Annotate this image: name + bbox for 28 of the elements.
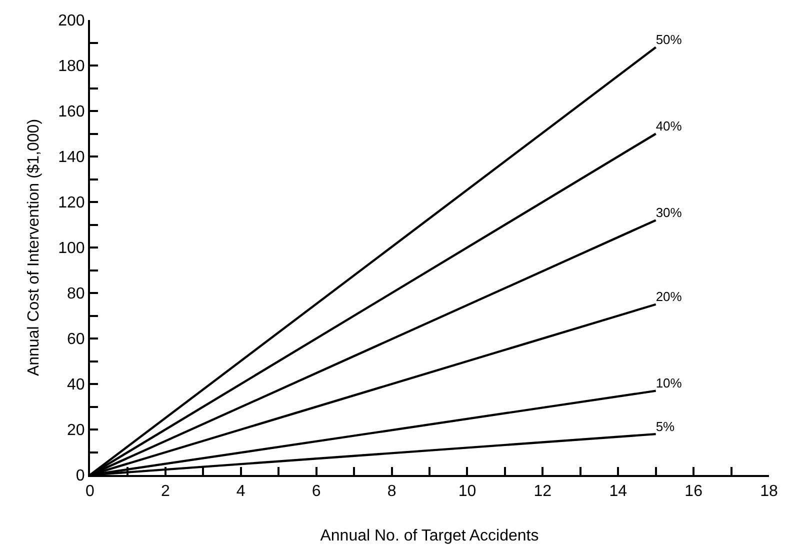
y-tick-label: 180 xyxy=(58,58,85,76)
x-axis-title: Annual No. of Target Accidents xyxy=(320,527,539,544)
y-tick-label: 120 xyxy=(58,194,85,212)
x-tick-label: 6 xyxy=(312,483,321,500)
y-tick-label: 100 xyxy=(58,240,85,258)
x-tick-label: 16 xyxy=(684,483,703,500)
series-label: 30% xyxy=(656,204,682,220)
series-label: 10% xyxy=(656,376,682,391)
y-tick-label: 20 xyxy=(67,422,85,440)
series-label: 5% xyxy=(656,418,676,434)
series-label: 50% xyxy=(656,32,682,48)
x-tick-label: 10 xyxy=(458,483,476,500)
series-label: 40% xyxy=(656,118,682,134)
x-tick-label: 18 xyxy=(760,483,778,500)
x-tick-label: 2 xyxy=(160,483,170,500)
series-label: 20% xyxy=(656,289,682,304)
y-tick-label: 0 xyxy=(76,468,85,485)
x-tick-label: 4 xyxy=(236,483,246,500)
y-tick-label: 160 xyxy=(58,104,85,121)
y-tick-label: 140 xyxy=(58,149,85,166)
y-axis-title: Annual Cost of Intervention ($1,000) xyxy=(25,118,42,376)
y-tick-label: 60 xyxy=(67,331,85,348)
x-tick-label: 8 xyxy=(387,483,396,500)
y-tick-label: 200 xyxy=(58,12,85,30)
y-tick-label: 40 xyxy=(67,376,85,394)
y-tick-label: 80 xyxy=(67,286,85,303)
x-tick-label: 12 xyxy=(534,483,552,500)
x-tick-label: 14 xyxy=(609,483,628,500)
